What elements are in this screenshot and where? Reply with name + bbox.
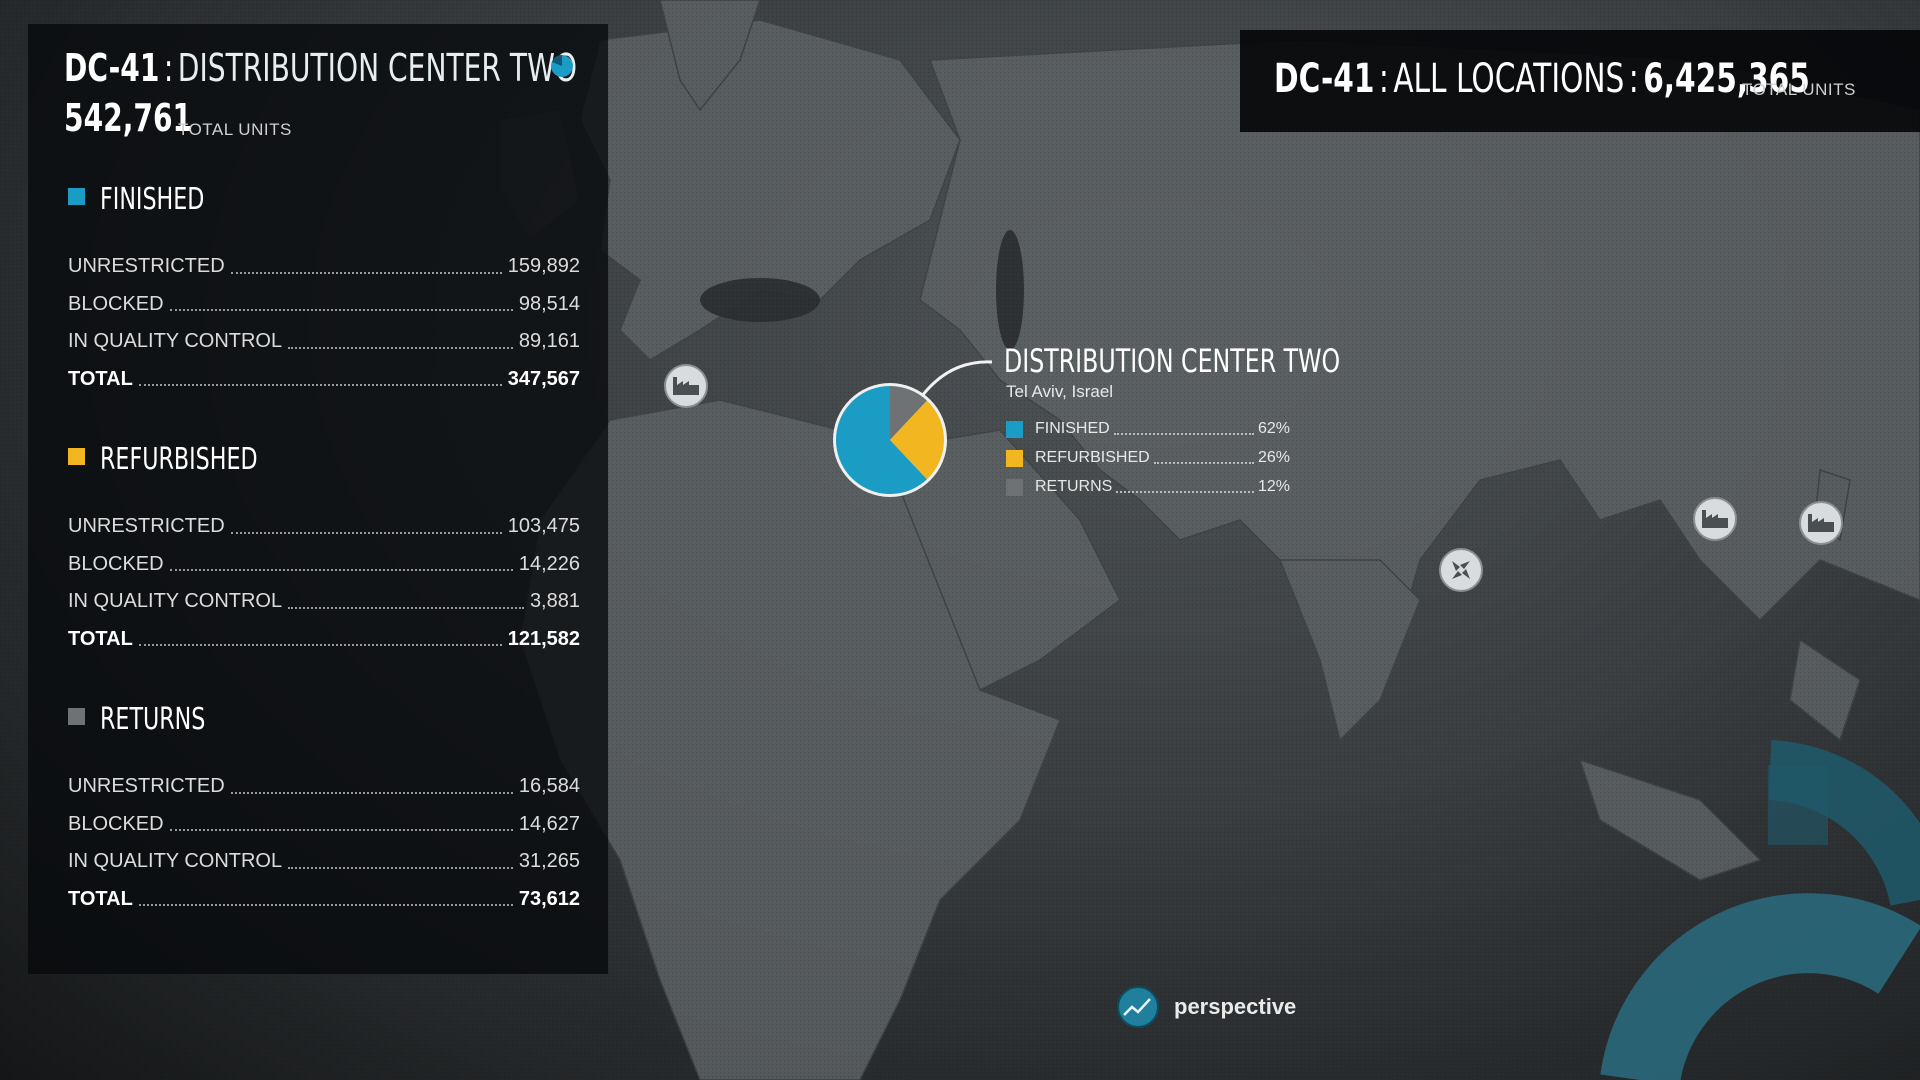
perspective-logo-icon — [1117, 986, 1159, 1028]
shipping-icon[interactable] — [1439, 548, 1483, 592]
legend-swatch — [1006, 449, 1023, 467]
factory-icon[interactable] — [1693, 497, 1737, 541]
factory-icon[interactable] — [664, 364, 708, 408]
section-refurbished: REFURBISHED UNRESTRICTED 103,475 BLOCKED 1… — [68, 442, 580, 658]
table-row: UNRESTRICTED 16,584 — [68, 775, 580, 798]
legend-item-finished: FINISHED 62% — [1006, 420, 1290, 438]
panel-title-name: DISTRIBUTION CENTER TWO — [177, 46, 578, 90]
panel-title: DC-41: DISTRIBUTION CENTER TWO — [64, 46, 577, 90]
pie-slice-finished[interactable] — [836, 386, 927, 494]
pie-slice-returns[interactable] — [890, 386, 927, 440]
legend-item-refurbished: REFURBISHED 26% — [1006, 449, 1290, 467]
panel-total-units: 542,761 — [64, 96, 193, 140]
panel-title-separator: : — [163, 46, 174, 90]
panel-total-units-label: TOTAL UNITS — [178, 120, 292, 139]
perspective-logo: perspective — [1116, 985, 1296, 1029]
mini-pie-chart-icon[interactable] — [550, 54, 574, 78]
location-pie-chart[interactable] — [830, 380, 950, 500]
section-title: FINISHED — [100, 182, 205, 217]
panel-title-code: DC-41 — [64, 46, 160, 90]
table-row: IN QUALITY CONTROL 31,265 — [68, 850, 580, 873]
banner-separator-2: : — [1628, 56, 1639, 102]
banner-separator: : — [1378, 56, 1389, 102]
legend-swatch — [1006, 420, 1023, 438]
table-row: BLOCKED 14,627 — [68, 812, 580, 835]
table-row: BLOCKED 98,514 — [68, 292, 580, 315]
table-row: UNRESTRICTED 159,892 — [68, 255, 580, 278]
legend-item-returns: RETURNS 12% — [1006, 478, 1290, 496]
pie-slice-refurbished[interactable] — [890, 400, 944, 480]
returns-swatch — [68, 708, 85, 725]
table-row: IN QUALITY CONTROL 3,881 — [68, 590, 580, 613]
finished-swatch — [68, 188, 85, 205]
banner-title: DC-41: ALL LOCATIONS:6,425,365 — [1274, 56, 1810, 102]
table-row: BLOCKED 14,226 — [68, 552, 580, 575]
banner-code: DC-41 — [1274, 56, 1375, 102]
section-title: REFURBISHED — [100, 442, 258, 477]
banner-total-value: 6,425,365 — [1643, 56, 1810, 102]
callout-leader-line — [920, 360, 993, 397]
table-row-total: TOTAL 347,567 — [68, 367, 580, 390]
table-row: IN QUALITY CONTROL 89,161 — [68, 330, 580, 353]
section-title: RETURNS — [100, 702, 206, 737]
table-row: UNRESTRICTED 103,475 — [68, 515, 580, 538]
callout-title: DISTRIBUTION CENTER TWO — [1004, 342, 1341, 380]
callout-location: Tel Aviv, Israel — [1006, 382, 1114, 401]
banner-total-label: TOTAL UNITS — [1742, 80, 1856, 99]
legend-swatch — [1006, 478, 1023, 496]
banner-name: ALL LOCATIONS — [1393, 56, 1625, 102]
table-row-total: TOTAL 121,582 — [68, 627, 580, 650]
section-finished: FINISHED UNRESTRICTED 159,892 BLOCKED 98,5… — [68, 182, 580, 398]
table-row-total: TOTAL 73,612 — [68, 887, 580, 910]
logo-text: perspective — [1174, 994, 1297, 1019]
refurbished-swatch — [68, 448, 85, 465]
all-locations-banner: DC-41: ALL LOCATIONS:6,425,365 TOTAL UNIT… — [1240, 30, 1920, 132]
location-details-panel: DC-41: DISTRIBUTION CENTER TWO 542,761 TO… — [28, 24, 608, 974]
factory-icon[interactable] — [1799, 501, 1843, 545]
section-returns: RETURNS UNRESTRICTED 16,584 BLOCKED 14,627… — [68, 702, 580, 918]
